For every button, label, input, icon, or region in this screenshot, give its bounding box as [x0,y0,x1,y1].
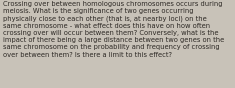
Text: Crossing over between homologous chromosomes occurs during
meiosis. What is the : Crossing over between homologous chromos… [3,1,224,58]
